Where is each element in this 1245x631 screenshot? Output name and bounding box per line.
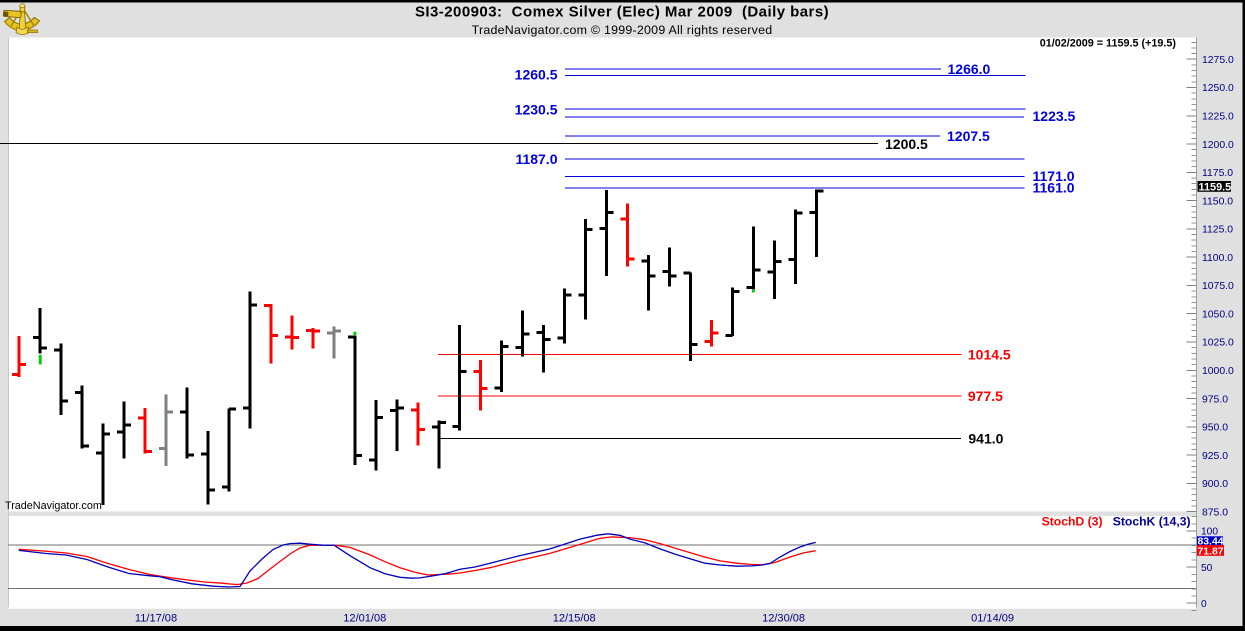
svg-text:1075.0: 1075.0 [1202, 281, 1234, 292]
svg-text:1225.0: 1225.0 [1202, 112, 1234, 123]
svg-text:TradeNavigator.com: TradeNavigator.com [5, 500, 102, 512]
svg-text:1150.0: 1150.0 [1202, 196, 1233, 207]
svg-text:977.5: 977.5 [968, 388, 1003, 404]
svg-text:1200.0: 1200.0 [1202, 140, 1234, 151]
svg-text:1275.0: 1275.0 [1202, 55, 1234, 66]
svg-text:11/17/08: 11/17/08 [135, 613, 177, 625]
svg-text:1000.0: 1000.0 [1202, 366, 1234, 377]
svg-text:941.0: 941.0 [968, 431, 1003, 447]
svg-text:1159.5: 1159.5 [1199, 181, 1232, 193]
svg-text:925.0: 925.0 [1202, 451, 1228, 462]
svg-text:71.87: 71.87 [1198, 546, 1224, 557]
svg-text:StochK (14,3): StochK (14,3) [1113, 514, 1191, 528]
svg-text:01/14/09: 01/14/09 [971, 613, 1014, 625]
svg-text:1250.0: 1250.0 [1202, 83, 1234, 94]
svg-text:1200.5: 1200.5 [885, 136, 928, 152]
svg-text:12/15/08: 12/15/08 [553, 613, 596, 625]
svg-text:1125.0: 1125.0 [1202, 225, 1233, 236]
svg-text:1175.0: 1175.0 [1202, 168, 1233, 179]
svg-text:TradeNavigator.com © 1999-2009: TradeNavigator.com © 1999-2009 All right… [472, 23, 773, 37]
svg-text:1223.5: 1223.5 [1033, 108, 1076, 124]
svg-text:0: 0 [1201, 599, 1207, 610]
svg-text:875.0: 875.0 [1202, 507, 1228, 518]
svg-text:1161.0: 1161.0 [1033, 179, 1075, 195]
svg-text:50: 50 [1201, 563, 1213, 574]
svg-text:1014.5: 1014.5 [968, 347, 1011, 363]
svg-text:1230.5: 1230.5 [515, 102, 558, 118]
svg-text:01/02/2009 = 1159.5 (+19.5): 01/02/2009 = 1159.5 (+19.5) [1040, 38, 1177, 50]
svg-text:1050.0: 1050.0 [1202, 309, 1234, 320]
svg-text:12/01/08: 12/01/08 [343, 613, 386, 625]
svg-text:100: 100 [1201, 527, 1218, 538]
svg-text:1207.5: 1207.5 [947, 128, 990, 144]
svg-text:950.0: 950.0 [1202, 423, 1228, 434]
svg-text:1187.0: 1187.0 [515, 151, 557, 167]
svg-text:1260.5: 1260.5 [515, 67, 558, 83]
svg-text:83.44: 83.44 [1198, 536, 1224, 547]
svg-text:StochD (3): StochD (3) [1042, 514, 1103, 528]
svg-text:12/30/08: 12/30/08 [762, 613, 805, 625]
svg-text:900.0: 900.0 [1202, 479, 1228, 490]
svg-text:1025.0: 1025.0 [1202, 338, 1234, 349]
svg-text:1171.0: 1171.0 [1033, 168, 1075, 184]
svg-text:1266.0: 1266.0 [948, 61, 991, 77]
svg-text:1100.0: 1100.0 [1202, 253, 1233, 264]
svg-text:975.0: 975.0 [1202, 394, 1228, 405]
svg-text:SI3-200903: Comex Silver (Ele: SI3-200903: Comex Silver (Elec) Mar 2009… [415, 3, 829, 20]
